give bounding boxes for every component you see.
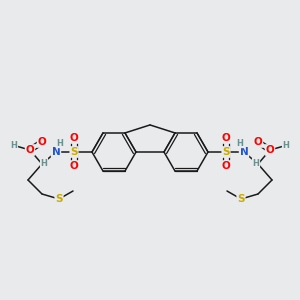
Text: O: O bbox=[222, 133, 230, 143]
Text: O: O bbox=[70, 161, 78, 171]
Text: N: N bbox=[240, 147, 248, 157]
Text: S: S bbox=[55, 194, 63, 204]
Text: O: O bbox=[26, 145, 34, 155]
Text: O: O bbox=[266, 145, 274, 155]
Text: O: O bbox=[38, 137, 46, 147]
Text: H: H bbox=[283, 142, 290, 151]
Text: H: H bbox=[253, 158, 260, 167]
Text: S: S bbox=[222, 147, 230, 157]
Text: H: H bbox=[11, 142, 17, 151]
Text: S: S bbox=[70, 147, 78, 157]
Text: O: O bbox=[254, 137, 262, 147]
Text: S: S bbox=[237, 194, 245, 204]
Text: H: H bbox=[40, 158, 47, 167]
Text: H: H bbox=[237, 139, 243, 148]
Text: H: H bbox=[57, 139, 63, 148]
Text: O: O bbox=[222, 161, 230, 171]
Text: O: O bbox=[70, 133, 78, 143]
Text: N: N bbox=[52, 147, 60, 157]
